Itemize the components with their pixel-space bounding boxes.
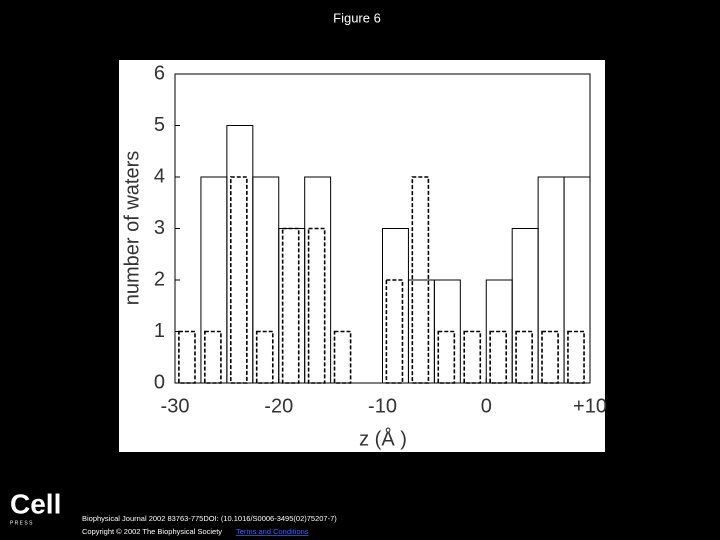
bar bbox=[307, 227, 326, 384]
bar bbox=[178, 330, 196, 384]
x-tick-label: +10 bbox=[573, 395, 607, 417]
bar bbox=[463, 330, 482, 384]
bar bbox=[411, 176, 430, 384]
x-axis-label: z (Å ) bbox=[359, 427, 407, 450]
bar bbox=[567, 330, 585, 384]
bar bbox=[229, 176, 248, 384]
copyright: Copyright © 2002 The Biophysical Society bbox=[82, 527, 222, 536]
bar bbox=[281, 227, 300, 384]
x-tick-label: 0 bbox=[481, 395, 492, 417]
bar bbox=[255, 330, 274, 384]
y-tick-label: 4 bbox=[154, 165, 165, 187]
logo: Cell bbox=[10, 488, 61, 519]
bar bbox=[489, 330, 508, 384]
citation: Biophysical Journal 2002 83763-775DOI: (… bbox=[82, 514, 337, 523]
bar bbox=[385, 279, 404, 384]
terms-link[interactable]: Terms and Conditions bbox=[236, 527, 309, 536]
y-axis-label: number of waters bbox=[121, 151, 143, 306]
y-tick-label: 3 bbox=[154, 217, 165, 239]
y-tick-label: 5 bbox=[154, 114, 165, 136]
y-tick-label: 6 bbox=[154, 62, 165, 84]
bar bbox=[437, 330, 456, 384]
bar bbox=[333, 330, 352, 384]
y-tick-label: 0 bbox=[154, 371, 165, 393]
x-tick-label: -20 bbox=[264, 395, 293, 417]
y-tick-label: 2 bbox=[154, 268, 165, 290]
x-tick-label: -30 bbox=[161, 395, 190, 417]
y-tick-label: 1 bbox=[154, 320, 165, 342]
x-tick-label: -10 bbox=[368, 395, 397, 417]
bar bbox=[204, 330, 222, 384]
bar bbox=[515, 330, 533, 384]
logo-sub: P R E S S bbox=[10, 520, 33, 526]
chart-panel bbox=[119, 60, 605, 452]
bar bbox=[541, 330, 559, 384]
figure-title: Figure 6 bbox=[333, 10, 381, 25]
